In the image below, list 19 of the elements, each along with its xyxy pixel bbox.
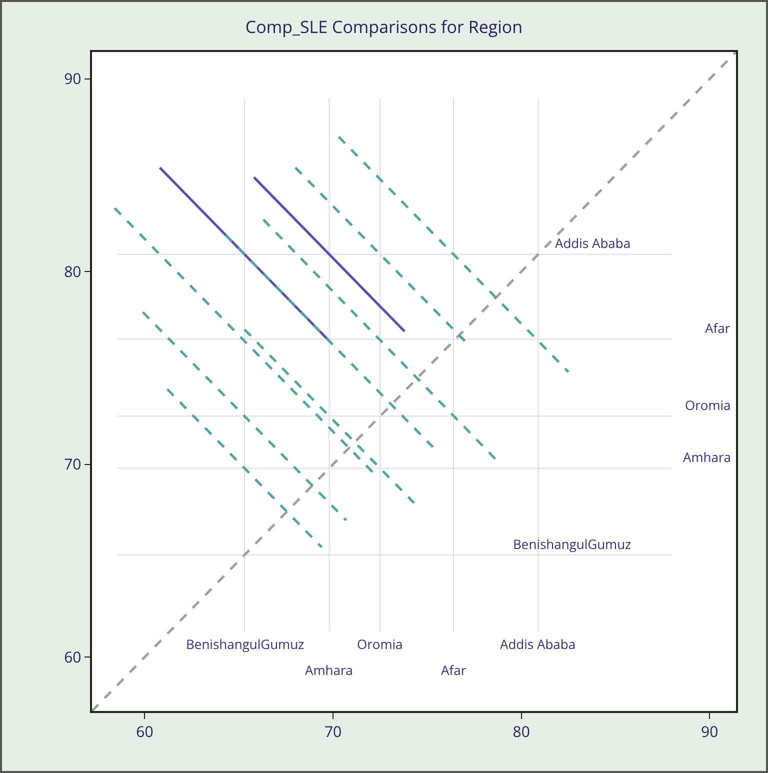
ref-line-label: Addis Ababa [500,635,576,653]
y-tick-label: 60 [64,647,82,668]
ref-line-label: Amhara [305,661,353,679]
ref-line-label: Addis Ababa [555,234,631,252]
ref-line-label: BenishangulGumuz [186,635,304,653]
x-tick-label: 60 [136,722,154,742]
ref-line-label: Amhara [683,448,731,466]
x-tick-label: 80 [512,722,530,742]
x-tick-label: 70 [324,722,342,742]
ref-line-label: BenishangulGumuz [513,535,632,553]
ref-line-label: Afar [705,319,731,337]
chart-title: Comp_SLE Comparisons for Region [245,15,523,38]
y-tick-label: 70 [64,454,82,475]
y-tick-label: 80 [64,262,82,282]
ref-line-label: Oromia [357,635,403,653]
ref-line-label: Oromia [685,396,731,414]
x-tick-label: 90 [701,722,718,742]
y-tick-label: 90 [64,69,82,90]
ref-line-label: Afar [441,661,467,679]
